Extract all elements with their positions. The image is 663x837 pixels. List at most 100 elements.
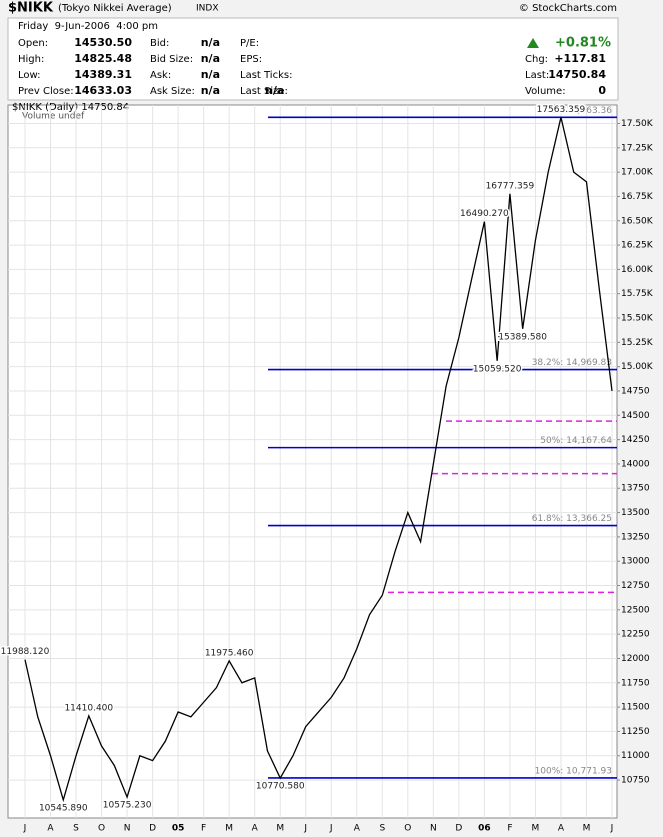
legend: $NIKK (Daily) 14750.84	[12, 102, 129, 113]
x-tick-label: D	[455, 824, 462, 834]
fib-label: 61.8%: 13,366.25	[532, 514, 612, 524]
y-tick-label: 11500	[621, 703, 650, 713]
date: Friday 9-Jun-2006 4:00 pm	[18, 21, 158, 32]
x-tick-label: J	[610, 824, 614, 834]
x-tick-label: S	[73, 824, 79, 834]
y-tick-label: 13500	[621, 508, 650, 518]
quote-label: Prev Close:	[18, 86, 74, 97]
y-tick-label: 16.50K	[621, 216, 654, 226]
y-tick-label: 16.00K	[621, 265, 654, 275]
y-tick-label: 16.25K	[621, 241, 654, 251]
y-tick-label: 17.25K	[621, 143, 654, 153]
y-tick-label: 15.50K	[621, 314, 654, 324]
quote-label: Chg:	[525, 54, 548, 65]
x-tick-label: J	[23, 824, 27, 834]
quote-value: n/a	[201, 68, 220, 81]
quote-value: 14825.48	[74, 52, 132, 65]
x-tick-label: J	[303, 824, 307, 834]
quote-label: Bid Size:	[150, 54, 193, 65]
exchange: INDX	[196, 4, 218, 14]
quote-label: Last Ticks:	[240, 70, 292, 81]
value-label: 15059.520	[473, 364, 522, 374]
quote-value: n/a	[201, 84, 220, 97]
x-tick-label: 05	[172, 824, 185, 834]
x-tick-label: N	[430, 824, 437, 834]
value-label: 11988.120	[1, 647, 50, 657]
quote-value: 14750.84	[548, 68, 606, 81]
x-tick-label: 06	[478, 824, 491, 834]
x-tick-label: F	[507, 824, 512, 834]
quote-value: 14389.31	[74, 68, 132, 81]
quote-value: 14633.03	[74, 84, 132, 97]
value-label: 11975.460	[205, 648, 254, 658]
volume-note: Volume undef	[22, 112, 85, 122]
value-label: 15389.580	[498, 332, 547, 342]
quote-label: EPS:	[240, 54, 262, 65]
y-tick-label: 15.25K	[621, 338, 654, 348]
y-tick-label: 16.75K	[621, 192, 654, 202]
y-tick-label: 13250	[621, 532, 650, 542]
quote-value: 0	[598, 84, 606, 97]
change-pct: +0.81%	[555, 36, 611, 51]
quote-value: n/a	[265, 84, 284, 97]
x-tick-label: J	[329, 824, 333, 834]
x-tick-label: A	[354, 824, 361, 834]
x-tick-label: A	[252, 824, 259, 834]
y-tick-label: 15.00K	[621, 362, 654, 372]
up-arrow	[527, 38, 539, 48]
y-tick-label: 14750	[621, 386, 650, 396]
y-tick-label: 17.00K	[621, 168, 654, 178]
x-tick-label: M	[532, 824, 540, 834]
fib-label: 38.2%: 14,969.83	[532, 358, 612, 368]
quote-label: P/E:	[240, 38, 259, 49]
fib-label: 0%: 17,563.36	[546, 106, 612, 116]
quote-label: High:	[18, 54, 44, 65]
value-label: 10545.890	[39, 803, 88, 813]
value-label: 10575.230	[103, 801, 152, 811]
value-label: 16777.359	[486, 181, 535, 191]
y-tick-label: 11750	[621, 678, 650, 688]
quote-label: Ask Size:	[150, 86, 195, 97]
index-name: (Tokyo Nikkei Average)	[58, 3, 172, 14]
x-tick-label: N	[124, 824, 131, 834]
y-tick-label: 12250	[621, 630, 650, 640]
x-tick-label: M	[276, 824, 284, 834]
x-tick-label: M	[225, 824, 233, 834]
value-label: 17563.359	[537, 105, 586, 115]
quote-label: Bid:	[150, 38, 169, 49]
quote-label: Open:	[18, 38, 48, 49]
quote-value: n/a	[201, 36, 220, 49]
value-label: 11410.400	[64, 703, 113, 713]
credit: © StockCharts.com	[519, 3, 617, 14]
x-tick-label: D	[149, 824, 156, 834]
x-tick-label: S	[379, 824, 385, 834]
y-tick-label: 12000	[621, 654, 650, 664]
y-tick-label: 12500	[621, 605, 650, 615]
symbol: $NIKK	[8, 1, 54, 16]
quote-label: Volume:	[525, 86, 566, 97]
value-label: 16490.270	[460, 209, 509, 219]
quote-label: Last Size:	[240, 86, 288, 97]
x-tick-label: M	[583, 824, 591, 834]
y-tick-label: 15.75K	[621, 289, 654, 299]
quote-panel	[7, 17, 619, 101]
fib-label: 100%: 10,771.93	[535, 766, 612, 776]
y-tick-label: 14000	[621, 459, 650, 469]
y-tick-label: 14250	[621, 435, 650, 445]
plot-area	[7, 104, 618, 819]
y-tick-label: 13000	[621, 557, 650, 567]
y-tick-label: 14500	[621, 411, 650, 421]
y-tick-label: 11250	[621, 727, 650, 737]
y-tick-label: 11000	[621, 751, 650, 761]
quote-value: +117.81	[554, 52, 606, 65]
fib-label: 50%: 14,167.64	[540, 436, 612, 446]
quote-label: Ask:	[150, 70, 171, 81]
value-label: 10770.580	[256, 782, 305, 792]
y-tick-label: 13750	[621, 484, 650, 494]
y-tick-label: 17.50K	[621, 119, 654, 129]
quote-value: n/a	[201, 52, 220, 65]
quote-label: Last:	[525, 70, 549, 81]
x-tick-label: O	[98, 824, 105, 834]
